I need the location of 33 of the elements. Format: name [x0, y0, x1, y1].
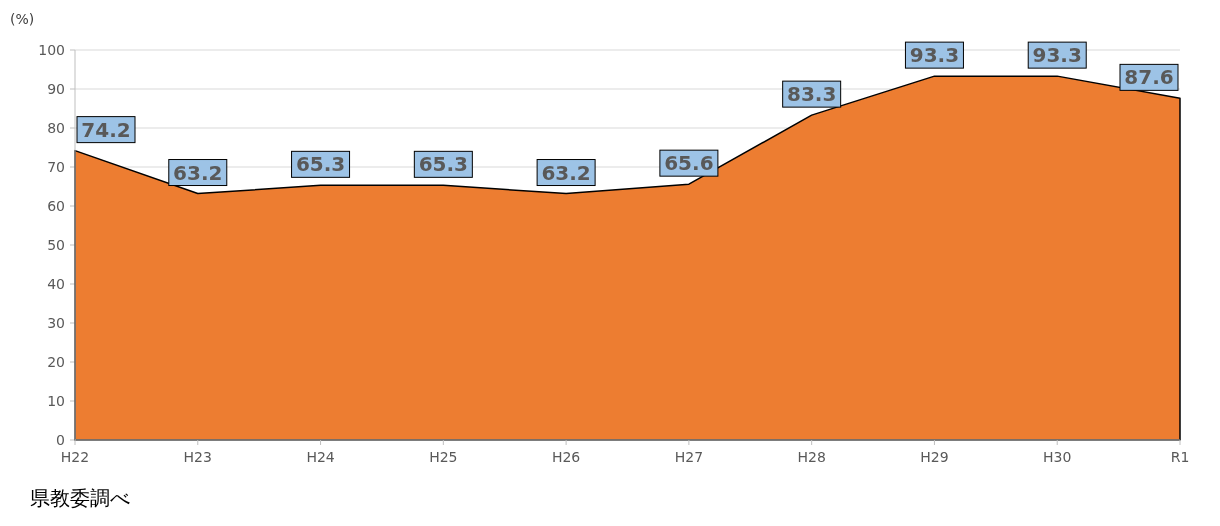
- x-tick-label: H30: [1043, 449, 1072, 465]
- data-label: 63.2: [173, 160, 223, 185]
- x-tick-label: H28: [797, 449, 826, 465]
- y-tick-label: 0: [56, 432, 65, 448]
- x-tick-label: H27: [674, 449, 704, 465]
- data-label: 65.3: [418, 152, 469, 177]
- y-tick-label: 40: [47, 276, 65, 292]
- y-tick-label: 60: [47, 198, 65, 214]
- x-tick-label: H24: [306, 449, 335, 465]
- y-axis-title: (%): [10, 11, 35, 27]
- x-tick-label: R1: [1170, 449, 1190, 465]
- x-tick-label: H26: [551, 449, 581, 465]
- y-tick-label: 80: [47, 120, 65, 136]
- data-label: 93.3: [909, 43, 960, 68]
- data-label: 65.3: [295, 152, 346, 177]
- x-tick-label: H29: [920, 449, 949, 465]
- data-label: 87.6: [1124, 65, 1174, 90]
- data-label: 93.3: [1032, 43, 1082, 68]
- data-label: 74.2: [81, 117, 131, 142]
- text: 県教委調べ: [30, 486, 130, 510]
- y-tick-label: 90: [47, 81, 65, 97]
- x-tick-label: H23: [183, 449, 212, 465]
- y-tick-label: 50: [47, 237, 65, 253]
- y-tick-label: 20: [47, 354, 65, 370]
- x-tick-label: H22: [60, 449, 90, 465]
- x-tick-label: H25: [429, 449, 458, 465]
- y-tick-label: 100: [38, 42, 65, 58]
- data-label: 63.2: [541, 160, 591, 185]
- y-tick-label: 30: [47, 315, 65, 331]
- y-tick-label: 70: [47, 159, 65, 175]
- data-label: 83.3: [786, 82, 837, 107]
- data-label: 65.6: [664, 151, 714, 176]
- y-tick-label: 10: [47, 393, 65, 409]
